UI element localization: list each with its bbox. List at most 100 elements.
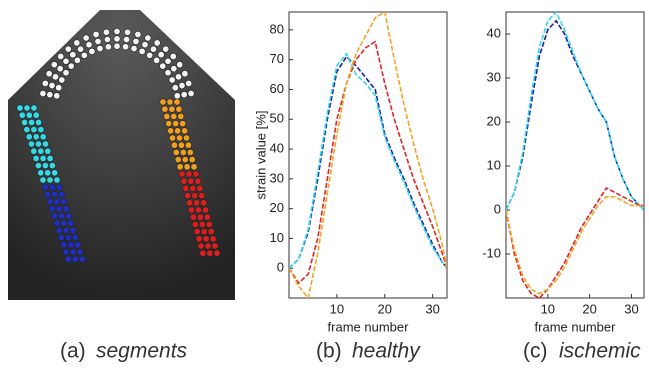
dot [178, 113, 184, 119]
dot [173, 120, 179, 126]
y-tick-label: 70 [270, 51, 284, 66]
dot [179, 82, 185, 88]
dot [187, 149, 193, 155]
dot [167, 99, 173, 105]
y-tick-label: 80 [270, 21, 284, 36]
dot [103, 29, 109, 35]
dot [200, 250, 206, 256]
dot [122, 44, 128, 50]
dot [207, 250, 213, 256]
dot [199, 221, 205, 227]
dot [49, 184, 55, 190]
dot [105, 44, 111, 50]
dot [45, 148, 51, 154]
x-axis-label: frame number [535, 319, 617, 334]
dot [180, 120, 186, 126]
dot [193, 200, 199, 206]
dot [42, 184, 48, 190]
dot [40, 177, 46, 183]
dot [19, 112, 25, 118]
dot [181, 178, 187, 184]
dot [171, 65, 177, 71]
dot [183, 185, 189, 191]
dot [167, 128, 173, 134]
dot [104, 36, 110, 42]
dot [197, 214, 203, 220]
x-tick-label: 30 [425, 301, 439, 316]
dot [114, 43, 120, 49]
dot [176, 135, 182, 141]
dot [180, 149, 186, 155]
dot [166, 120, 172, 126]
dot [154, 40, 160, 46]
dot [24, 105, 30, 111]
dot [35, 119, 41, 125]
y-tick-label: 20 [270, 200, 284, 215]
dot [133, 38, 139, 44]
dot [162, 106, 168, 112]
dot [139, 48, 145, 54]
dot [195, 178, 201, 184]
dot [192, 192, 198, 198]
dot [65, 234, 71, 240]
x-axis-label: frame number [328, 319, 410, 334]
dot [17, 105, 23, 111]
dot [54, 220, 60, 226]
dot [175, 156, 181, 162]
dot [173, 149, 179, 155]
dot [198, 243, 204, 249]
dot [42, 162, 48, 168]
dot [158, 51, 164, 57]
dot [89, 48, 95, 54]
dot [165, 70, 171, 76]
dot [49, 162, 55, 168]
caption-text: healthy [352, 340, 421, 363]
dot [171, 113, 177, 119]
dot [70, 249, 76, 255]
y-axis-label: strain value [%] [253, 111, 268, 200]
x-tick-label: 10 [330, 301, 344, 316]
dot [208, 228, 214, 234]
dot [45, 170, 51, 176]
dot [181, 128, 187, 134]
dot [193, 171, 199, 177]
dot [196, 236, 202, 242]
dot [186, 171, 192, 177]
dot [197, 185, 203, 191]
dot [74, 57, 80, 63]
dot [202, 207, 208, 213]
dot [38, 170, 44, 176]
dot [33, 112, 39, 118]
dot [174, 99, 180, 105]
y-tick-label: 50 [270, 111, 284, 126]
dot [185, 80, 191, 86]
dot [212, 243, 218, 249]
dot [28, 119, 34, 125]
y-tick-label: 10 [270, 230, 284, 245]
dot [93, 31, 99, 37]
dot [123, 36, 129, 42]
y-tick-label: 30 [487, 69, 501, 84]
dot [81, 52, 87, 58]
dot [77, 249, 83, 255]
dot [146, 52, 152, 58]
dot [205, 243, 211, 249]
dot [164, 113, 170, 119]
dot [184, 164, 190, 170]
dot [46, 71, 52, 77]
dot [68, 242, 74, 248]
dot [172, 85, 178, 91]
dot [61, 220, 67, 226]
y-tick-label: 0 [494, 201, 501, 216]
dot [171, 142, 177, 148]
dot [51, 213, 57, 219]
dot [192, 221, 198, 227]
dot [160, 99, 166, 105]
dot [31, 126, 37, 132]
dot [86, 42, 92, 48]
x-tick-label: 20 [378, 301, 392, 316]
dot [40, 90, 46, 96]
caption-label: (a) [60, 340, 86, 363]
dot [65, 256, 71, 262]
dot [165, 58, 171, 64]
